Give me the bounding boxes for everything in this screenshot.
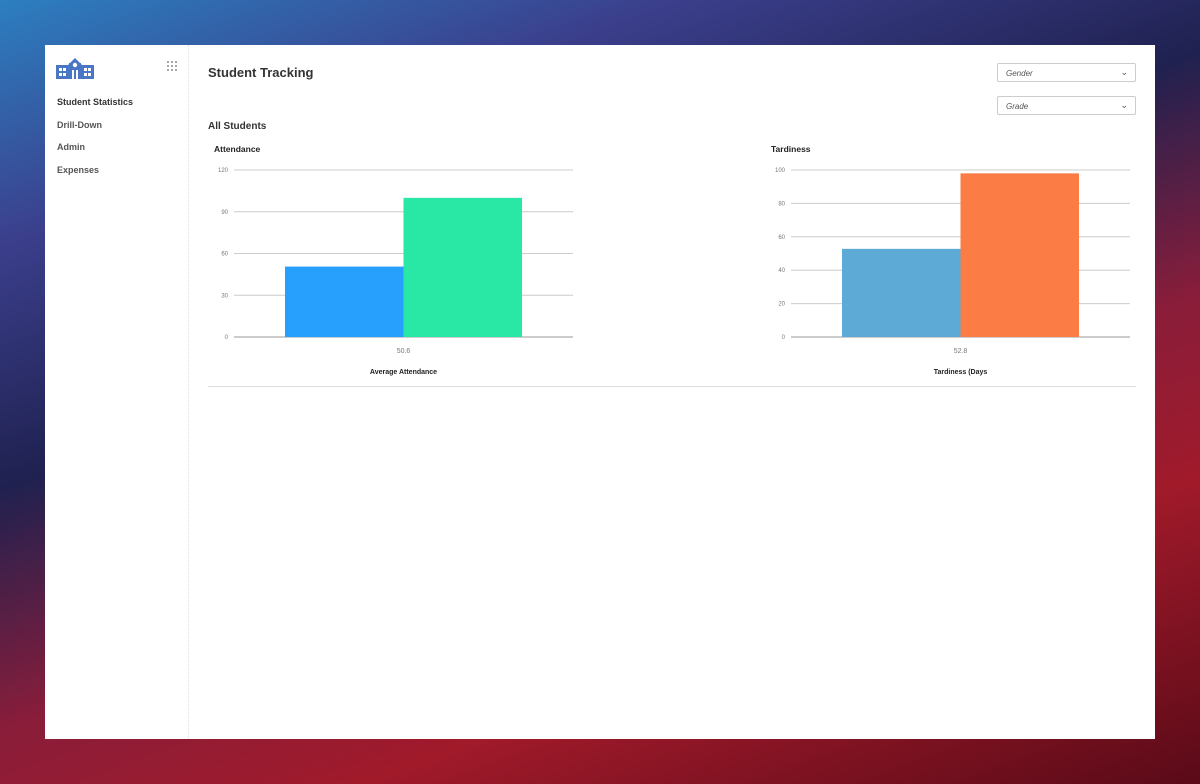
- x-axis-label: Average Attendance: [370, 369, 437, 376]
- bar: [403, 197, 522, 337]
- attendance-chart: 0 30 60 90 120 50.6 Average Attendance: [218, 168, 573, 376]
- grid-dots-icon[interactable]: [167, 61, 177, 71]
- y-tick-label: 0: [782, 335, 786, 341]
- y-tick-label: 90: [221, 210, 228, 216]
- gender-select-value: Gender: [1006, 69, 1033, 78]
- tardiness-chart: 0 20 40 60 80 100 52.8 Tardiness (Days: [775, 168, 1130, 376]
- y-tick-label: 0: [225, 335, 229, 341]
- grade-select[interactable]: Grade ⌄: [997, 96, 1136, 115]
- section-title: All Students: [208, 121, 267, 132]
- y-tick-label: 20: [778, 302, 785, 308]
- y-tick-label: 120: [218, 168, 229, 174]
- app-window: Student Statistics Drill-Down Admin Expe…: [45, 45, 1155, 739]
- y-tick-label: 30: [221, 293, 228, 299]
- chevron-down-icon: ⌄: [1120, 100, 1128, 110]
- sidebar: Student Statistics Drill-Down Admin Expe…: [45, 45, 189, 739]
- sidebar-item-admin[interactable]: Admin: [57, 142, 85, 152]
- x-tick-label: 50.6: [397, 348, 411, 355]
- sidebar-item-student-statistics[interactable]: Student Statistics: [57, 97, 134, 107]
- school-building-icon: [56, 58, 94, 79]
- y-tick-label: 40: [778, 268, 785, 274]
- x-tick-label: 52.8: [954, 348, 968, 355]
- gender-select[interactable]: Gender ⌄: [997, 63, 1136, 82]
- y-tick-label: 100: [775, 168, 786, 174]
- chevron-down-icon: ⌄: [1120, 67, 1128, 77]
- attendance-chart-title: Attendance: [214, 144, 261, 154]
- section-divider: [208, 386, 1136, 387]
- bar: [285, 266, 404, 337]
- grade-select-value: Grade: [1006, 102, 1029, 111]
- sidebar-item-drill-down[interactable]: Drill-Down: [57, 120, 102, 130]
- tardiness-chart-title: Tardiness: [771, 144, 811, 154]
- x-axis-label: Tardiness (Days: [934, 369, 988, 376]
- bar: [960, 173, 1079, 337]
- bar: [842, 248, 961, 337]
- y-tick-label: 60: [221, 252, 228, 258]
- y-tick-label: 80: [778, 201, 785, 207]
- sidebar-item-expenses[interactable]: Expenses: [57, 165, 100, 175]
- y-tick-label: 60: [778, 235, 785, 241]
- page-title: Student Tracking: [208, 65, 314, 80]
